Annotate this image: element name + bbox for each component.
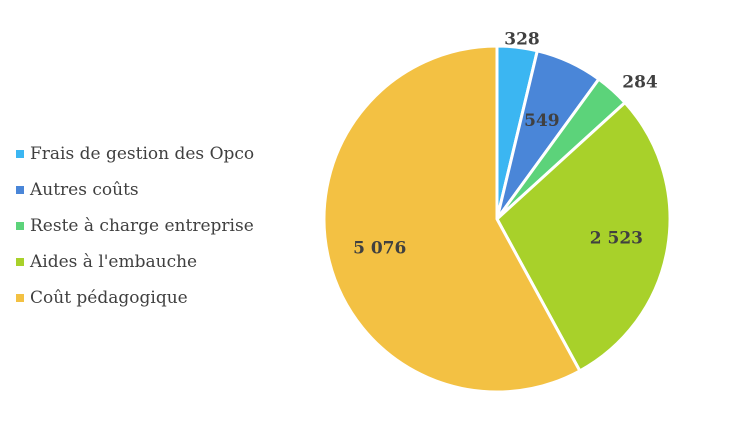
data-label-aides-embauche: 2 523 bbox=[590, 229, 643, 249]
legend-label: Frais de gestion des Opco bbox=[30, 144, 255, 164]
legend-label: Autres coûts bbox=[30, 180, 139, 200]
legend-label: Coût pédagogique bbox=[30, 288, 188, 308]
legend-swatch bbox=[16, 222, 24, 230]
legend-item-aides-embauche: Aides à l'embauche bbox=[16, 244, 254, 280]
legend-swatch bbox=[16, 186, 24, 194]
legend: Frais de gestion des Opco Autres coûts R… bbox=[16, 136, 254, 316]
pie-data-labels: 328 549 284 2 523 5 076 bbox=[353, 30, 658, 259]
legend-label: Aides à l'embauche bbox=[30, 252, 198, 272]
legend-item-autres-couts: Autres coûts bbox=[16, 172, 254, 208]
legend-label: Reste à charge entreprise bbox=[30, 216, 254, 236]
legend-swatch bbox=[16, 258, 24, 266]
legend-item-reste-a-charge: Reste à charge entreprise bbox=[16, 208, 254, 244]
data-label-reste-a-charge: 284 bbox=[622, 73, 658, 93]
data-label-frais-de-gestion: 328 bbox=[504, 30, 540, 50]
data-label-autres-couts: 549 bbox=[524, 111, 560, 131]
legend-item-frais-de-gestion: Frais de gestion des Opco bbox=[16, 136, 254, 172]
pie-slice-cout-pedagogique bbox=[322, 44, 582, 394]
legend-item-cout-pedagogique: Coût pédagogique bbox=[16, 280, 254, 316]
pie-slice-aides-embauche bbox=[495, 101, 672, 373]
legend-swatch bbox=[16, 294, 24, 302]
data-label-cout-pedagogique: 5 076 bbox=[353, 238, 406, 258]
legend-swatch bbox=[16, 150, 24, 158]
pie-slices bbox=[322, 44, 672, 394]
